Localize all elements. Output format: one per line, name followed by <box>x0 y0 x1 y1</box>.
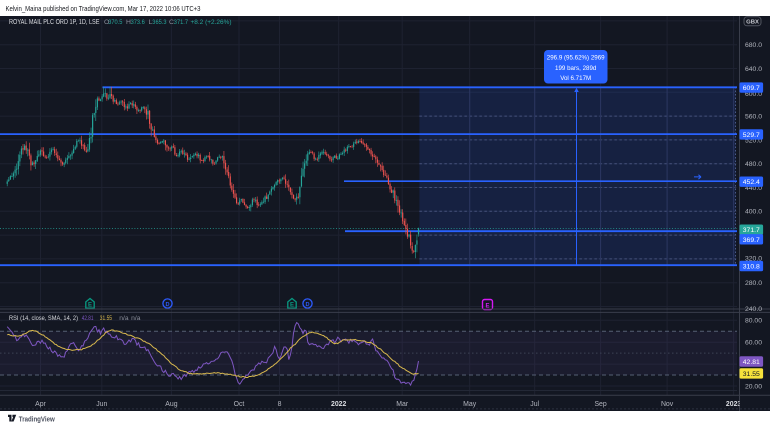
svg-text:240.0: 240.0 <box>745 306 762 313</box>
svg-text:31.55: 31.55 <box>743 371 760 378</box>
svg-text:280.0: 280.0 <box>745 280 762 287</box>
svg-text:80.00: 80.00 <box>745 318 762 325</box>
svg-text:O: O <box>104 19 109 26</box>
svg-text:320.0: 320.0 <box>745 256 762 263</box>
svg-text:Vol 6.717M: Vol 6.717M <box>560 75 591 82</box>
svg-text:D: D <box>165 302 169 308</box>
svg-text:Sep: Sep <box>594 401 606 408</box>
svg-text:2022: 2022 <box>331 401 346 408</box>
svg-text:C: C <box>169 19 174 26</box>
svg-text:520.0: 520.0 <box>745 137 762 144</box>
svg-text:609.7: 609.7 <box>743 85 760 92</box>
svg-text:+8.2 (+2.26%): +8.2 (+2.26%) <box>191 19 232 26</box>
svg-text:Aug: Aug <box>165 401 177 408</box>
svg-text:Kelvin_Maina published on Trad: Kelvin_Maina published on TradingView.co… <box>6 4 201 13</box>
svg-text:371.7: 371.7 <box>743 227 760 234</box>
svg-text:400.0: 400.0 <box>745 209 762 216</box>
svg-text:E: E <box>88 303 92 309</box>
svg-text:529.7: 529.7 <box>743 132 760 139</box>
svg-text:452.4: 452.4 <box>743 179 760 186</box>
svg-text:199 bars, 289d: 199 bars, 289d <box>555 65 597 72</box>
svg-text:D: D <box>305 302 309 308</box>
svg-text:n/a: n/a <box>119 315 129 322</box>
svg-text:ROYAL MAIL PLC ORD 1P, 1D, LSE: ROYAL MAIL PLC ORD 1P, 1D, LSE <box>9 19 100 26</box>
svg-text:680.0: 680.0 <box>745 42 762 49</box>
svg-text:TradingView: TradingView <box>19 415 55 424</box>
svg-text:May: May <box>463 401 477 408</box>
svg-text:GBX: GBX <box>746 20 759 26</box>
svg-text:Jun: Jun <box>96 401 107 408</box>
svg-text:640.0: 640.0 <box>745 66 762 73</box>
svg-text:L: L <box>149 19 153 26</box>
svg-text:E: E <box>290 303 294 309</box>
svg-text:480.0: 480.0 <box>745 161 762 168</box>
svg-text:369.7: 369.7 <box>743 237 760 244</box>
svg-text:H: H <box>126 19 131 26</box>
svg-text:373.6: 373.6 <box>131 19 145 26</box>
svg-text:370.5: 370.5 <box>108 19 122 26</box>
svg-text:371.7: 371.7 <box>174 19 188 26</box>
svg-text:42.81: 42.81 <box>82 315 94 322</box>
svg-text:560.0: 560.0 <box>745 114 762 121</box>
svg-text:E: E <box>485 303 489 309</box>
svg-text:600.0: 600.0 <box>745 91 762 98</box>
svg-text:20.00: 20.00 <box>745 383 762 390</box>
svg-text:Apr: Apr <box>35 401 46 408</box>
svg-text:31.55: 31.55 <box>100 315 112 322</box>
svg-text:n/a: n/a <box>131 315 141 322</box>
svg-text:Jul: Jul <box>530 401 539 408</box>
svg-text:296.9 (95.62%) 2969: 296.9 (95.62%) 2969 <box>547 54 605 61</box>
svg-text:Oct: Oct <box>234 401 245 408</box>
svg-text:Nov: Nov <box>661 401 674 408</box>
svg-text:Mar: Mar <box>396 401 409 408</box>
svg-text:60.00: 60.00 <box>745 340 762 347</box>
svg-text:42.81: 42.81 <box>743 359 760 366</box>
svg-text:440.0: 440.0 <box>745 185 762 192</box>
svg-text:365.3: 365.3 <box>152 19 166 26</box>
svg-text:310.8: 310.8 <box>743 264 760 271</box>
svg-text:8: 8 <box>278 401 282 408</box>
svg-text:2023: 2023 <box>726 401 741 408</box>
svg-text:RSI (14, close, SMA, 14, 2): RSI (14, close, SMA, 14, 2) <box>9 315 78 322</box>
